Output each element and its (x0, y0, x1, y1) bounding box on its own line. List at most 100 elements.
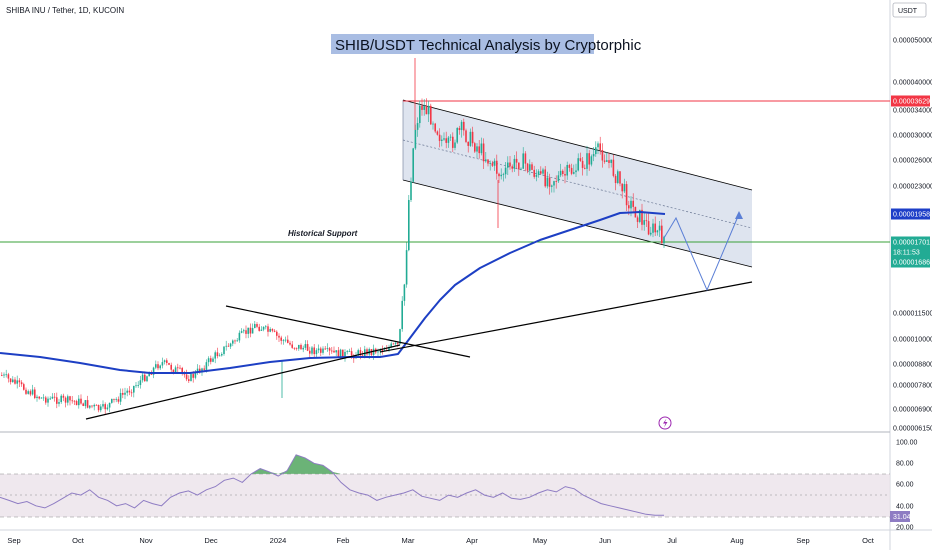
candle-body (289, 342, 291, 345)
candle-body (155, 364, 157, 368)
candle-body (511, 166, 513, 169)
candle-body (317, 348, 320, 351)
channel-lower-line (402, 179, 753, 268)
time-tick-label: Mar (402, 536, 415, 545)
candle-body (460, 121, 463, 131)
time-axis[interactable]: Sep Oct Nov Dec 2024 Feb Mar Apr May Jun Jul Aug Sep… (7, 536, 874, 545)
candle-body (64, 397, 67, 403)
candle-body (661, 225, 663, 244)
candle-body (617, 171, 619, 184)
candle-body (267, 326, 269, 332)
candle-body (513, 158, 516, 169)
candle-body (100, 406, 102, 411)
candle-body (276, 331, 278, 336)
candle-body (78, 398, 80, 406)
candle-body (247, 327, 249, 334)
candle-body (293, 347, 296, 349)
candle-body (379, 349, 381, 352)
candle-body (619, 171, 621, 184)
candle-body (9, 378, 12, 383)
candle-body (645, 220, 648, 222)
price-channel (402, 99, 753, 268)
candle-body (408, 200, 410, 251)
candle-body (181, 368, 183, 373)
candle-body (5, 374, 7, 376)
candle-body (51, 396, 54, 399)
price-badge-label: 0.000036293 (893, 99, 932, 106)
candle-body (612, 159, 615, 176)
candle-body (306, 344, 309, 351)
price-badge-label: 18:11:53 (893, 250, 920, 257)
candle-body (243, 330, 245, 332)
candle-body (16, 380, 18, 384)
candle-body (56, 397, 58, 404)
candle-body (401, 300, 403, 330)
candle-body (291, 344, 293, 348)
candle-body (430, 105, 432, 125)
time-tick-label: Oct (862, 536, 875, 545)
candle-body (102, 404, 104, 407)
candle-body (137, 385, 139, 386)
candle-body (570, 167, 573, 174)
candle-body (599, 143, 601, 151)
candle-body (119, 392, 122, 402)
candle-body (443, 138, 445, 140)
candle-body (526, 163, 529, 171)
candle-body (256, 324, 258, 327)
candle-body (496, 160, 498, 174)
candle-body (240, 331, 243, 333)
candle-body (333, 350, 335, 353)
lightning-icon[interactable] (658, 416, 672, 430)
candle-body (320, 348, 322, 353)
candle-body (89, 405, 91, 408)
candle-body (225, 345, 227, 347)
time-tick-label: Oct (72, 536, 85, 545)
time-tick-label: Jul (667, 536, 677, 545)
candle-body (467, 141, 469, 146)
candle-body (658, 225, 661, 231)
candle-body (480, 143, 483, 154)
price-axis[interactable]: 0.0000500000.0000400000.0000340000.00003… (893, 38, 932, 433)
candle-body (152, 367, 155, 375)
candle-body (575, 170, 577, 173)
candle-body (135, 385, 137, 387)
candle-body (130, 392, 133, 394)
candle-body (562, 170, 564, 175)
candle-body (449, 136, 452, 138)
candle-body (326, 348, 329, 349)
symbol-label[interactable]: SHIBA INU / Tether, 1D, KUCOIN (6, 6, 124, 15)
candle-body (524, 153, 527, 164)
candle-body (432, 123, 434, 125)
candle-body (491, 163, 494, 166)
candle-body (62, 395, 65, 398)
price-tick-label: 0.000007800 (893, 383, 932, 390)
candle-body (23, 384, 25, 390)
candle-body (454, 142, 456, 148)
candle-body (359, 350, 362, 356)
candle-body (597, 143, 599, 148)
candle-body (12, 379, 14, 383)
candle-body (465, 130, 467, 142)
candle-body (86, 400, 89, 408)
candle-body (482, 143, 485, 162)
candle-body (474, 143, 476, 152)
candle-body (236, 340, 238, 342)
projection-arrowhead (735, 211, 743, 219)
candle-body (656, 230, 659, 233)
time-tick-label: 2024 (270, 536, 287, 545)
currency-button[interactable] (892, 2, 927, 18)
channel-fill (403, 100, 752, 267)
candle-body (372, 348, 375, 355)
long-term-trendline (379, 281, 753, 353)
price-badge (891, 95, 930, 107)
time-tick-label: Jun (599, 536, 611, 545)
rsi-axis[interactable]: 100.00 80.00 60.00 40.00 20.00 31.04 (890, 440, 918, 532)
candle-body (614, 175, 617, 184)
candle-body (69, 396, 71, 401)
candle-body (377, 351, 379, 353)
candle-body (141, 374, 144, 381)
price-badge-label: 0.000017015 (893, 240, 932, 247)
candle-body (542, 169, 544, 174)
candle-body (452, 136, 454, 148)
candle-body (425, 106, 428, 115)
